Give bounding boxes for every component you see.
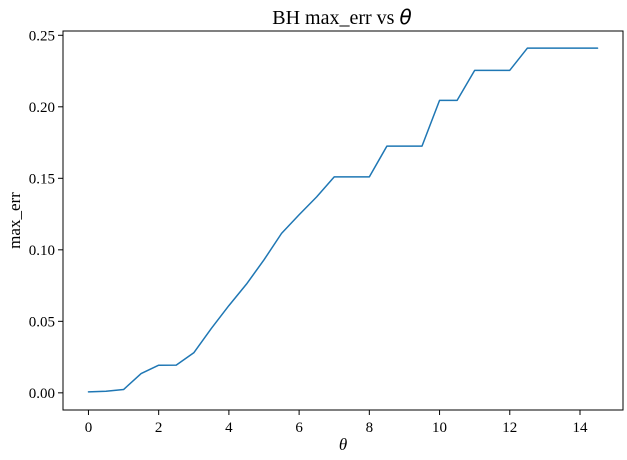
y-tick-label: 0.15 (29, 171, 55, 187)
y-tick-label: 0.20 (29, 100, 55, 116)
y-tick-label: 0.25 (29, 28, 55, 44)
chart-title-symbol: θ (399, 5, 411, 29)
x-tick-label: 12 (502, 420, 517, 436)
x-axis-label: θ (339, 435, 347, 454)
y-tick-label: 0.10 (29, 243, 55, 259)
chart-title: BH max_err vs θ (272, 5, 411, 29)
y-tick-label: 0.05 (29, 314, 55, 330)
plot-frame (62, 30, 624, 411)
x-tick-label: 6 (295, 420, 303, 436)
chart-title-main: BH max_err vs (272, 7, 399, 29)
y-axis-label: max_err (5, 192, 24, 249)
x-tick-label: 10 (432, 420, 447, 436)
x-tick-label: 0 (85, 420, 93, 436)
series-line-0 (87, 47, 599, 393)
x-tick-label: 2 (155, 420, 163, 436)
x-tick-label: 8 (366, 420, 374, 436)
y-tick-label: 0.00 (29, 386, 55, 402)
x-tick-label: 4 (225, 420, 233, 436)
x-tick-label: 14 (572, 420, 588, 436)
